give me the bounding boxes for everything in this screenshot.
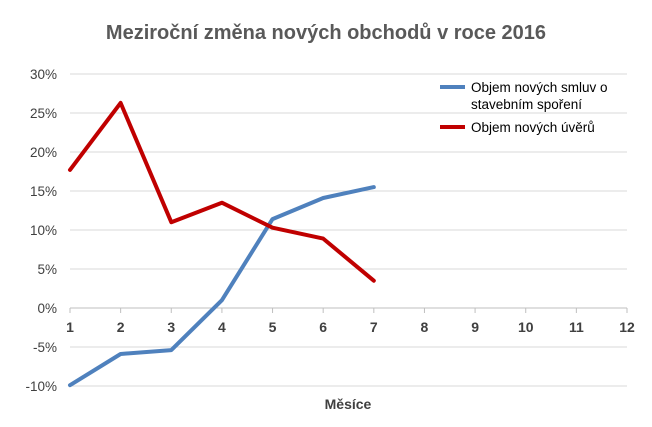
x-tick-label: 11	[569, 319, 584, 335]
x-axis-tick-labels: 1 2 3 4 5 6 7 8 9 10 11 12	[66, 319, 635, 335]
y-tick-label: 20%	[30, 145, 57, 160]
x-axis-label: Měsíce	[325, 396, 372, 412]
series-lines	[68, 100, 376, 388]
x-tick-label: 5	[269, 319, 277, 335]
legend-item-1: Objem nových smluv o stavebním spoření	[440, 80, 608, 112]
legend-item-2: Objem nových úvěrů	[440, 120, 595, 135]
x-tick-label: 3	[167, 319, 175, 335]
y-tick-label: -5%	[33, 340, 57, 355]
x-tick-label: 7	[370, 319, 378, 335]
y-tick-label: 25%	[30, 106, 57, 121]
x-tick-label: 9	[471, 319, 479, 335]
legend-label: Objem nových smluv o stavebním spoření	[471, 80, 608, 112]
x-tick-label: 2	[117, 319, 125, 335]
y-tick-label: -10%	[25, 379, 57, 394]
y-tick-label: 5%	[37, 262, 57, 277]
x-tick-label: 10	[518, 319, 534, 335]
y-axis-tick-labels: -10% -5% 0% 5% 10% 15% 20% 25% 30%	[25, 67, 57, 394]
y-tick-label: 0%	[37, 301, 57, 316]
x-tick-label: 4	[218, 319, 226, 335]
chart-title: Meziroční změna nových obchodů v roce 20…	[105, 22, 547, 44]
legend: Objem nových smluv o stavebním spoření Obj…	[440, 80, 608, 135]
x-tick-label: 6	[319, 319, 327, 335]
series-line-1	[68, 185, 376, 388]
series-line-2	[68, 100, 376, 283]
x-tick-label: 8	[421, 319, 429, 335]
y-tick-label: 30%	[30, 67, 57, 82]
y-tick-label: 10%	[30, 223, 57, 238]
x-axis	[69, 307, 628, 313]
x-tick-label: 12	[619, 319, 635, 335]
legend-label: Objem nových úvěrů	[471, 120, 595, 135]
x-tick-label: 1	[66, 319, 74, 335]
y-tick-label: 15%	[30, 184, 57, 199]
